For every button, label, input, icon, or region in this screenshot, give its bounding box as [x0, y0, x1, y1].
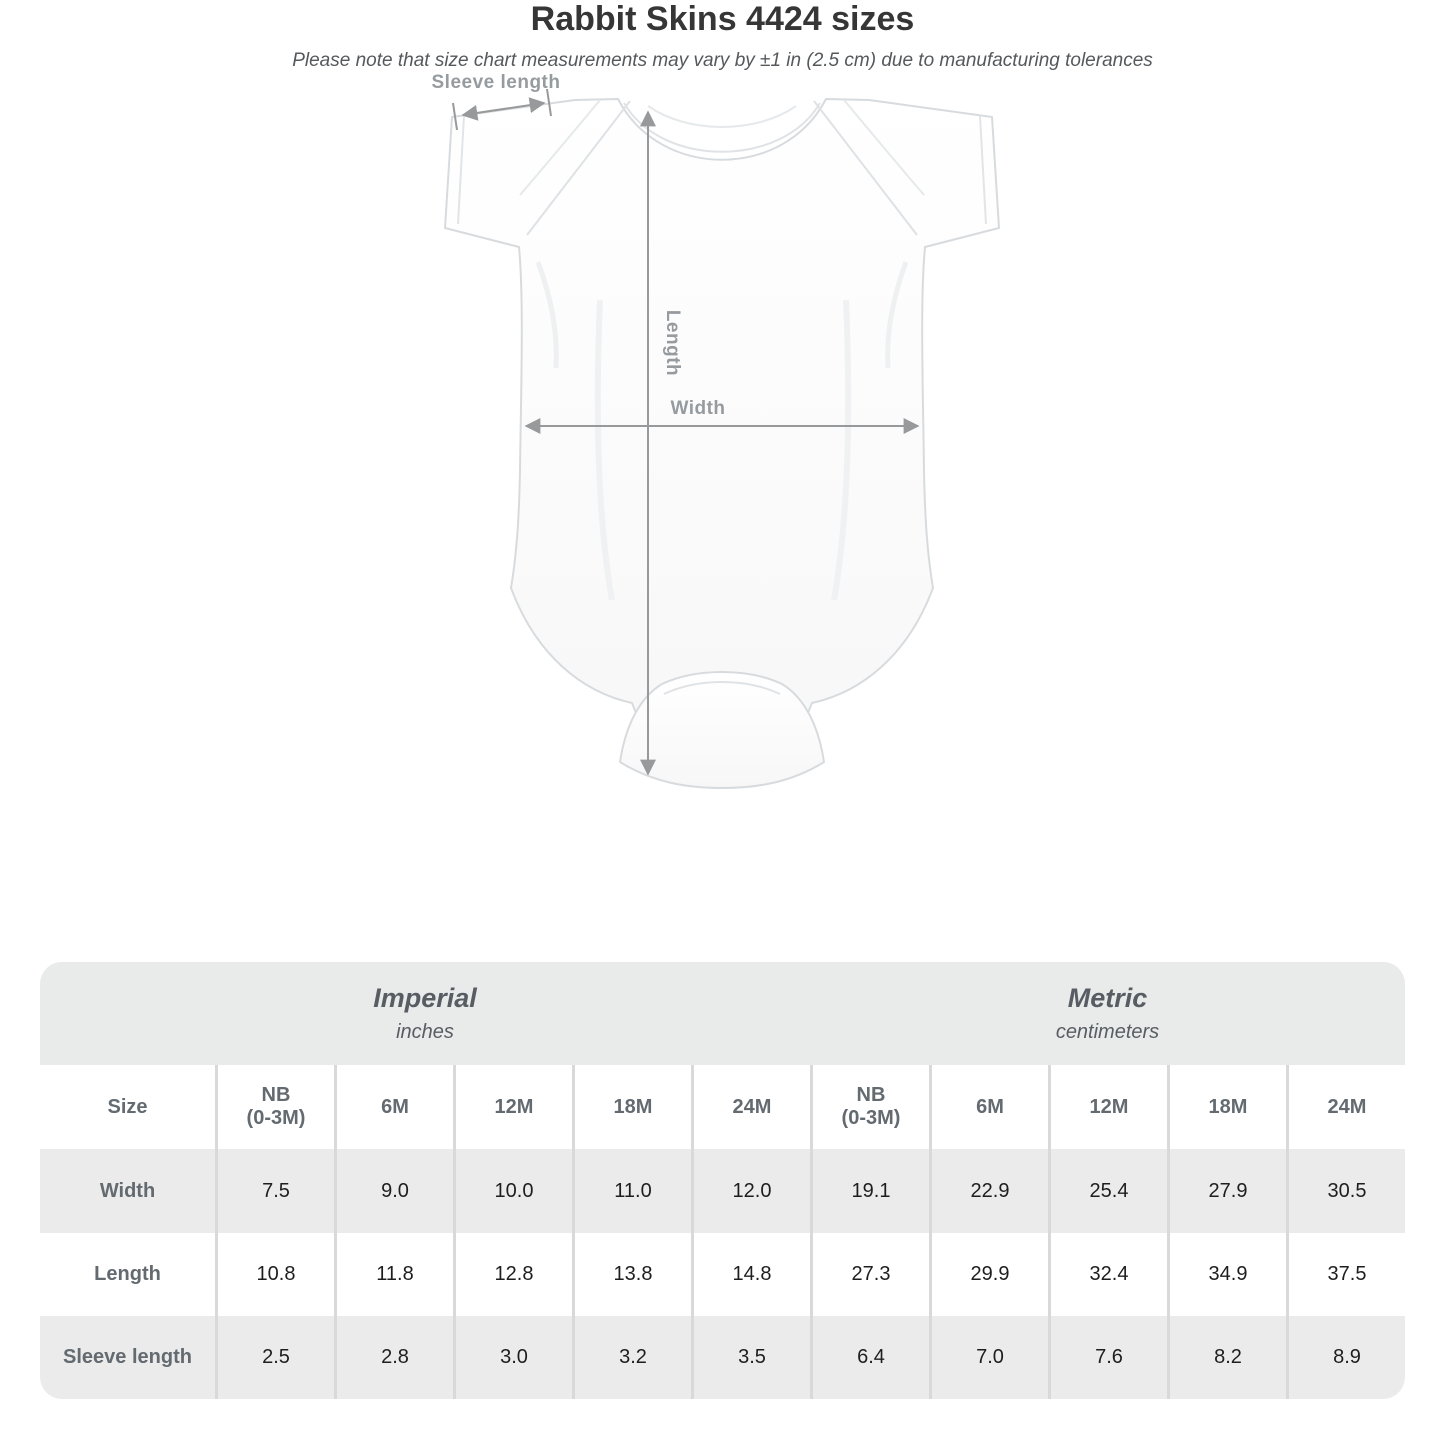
- data-cell: 3.0: [453, 1316, 572, 1399]
- data-cell: 14.8: [691, 1233, 810, 1316]
- bodysuit-graphic: [444, 98, 1000, 789]
- data-cell: 3.2: [572, 1316, 691, 1399]
- data-cell: 37.5: [1286, 1233, 1405, 1316]
- data-cell: 2.5: [215, 1316, 334, 1399]
- row-label: Width: [99, 1179, 156, 1202]
- data-cell: 6.4: [810, 1316, 929, 1399]
- data-cell: 10.8: [215, 1233, 334, 1316]
- imperial-sublabel: inches: [396, 1021, 454, 1043]
- chart-heading: Rabbit Skins 4424 sizes Please note that…: [0, 0, 1445, 72]
- sleeve-arrow-tick-left: [452, 102, 458, 131]
- data-cell: 19.1: [810, 1149, 929, 1233]
- unit-group-imperial: Imperial inches: [40, 962, 810, 1065]
- data-cell: 13.8: [572, 1233, 691, 1316]
- bodysuit-measurement-diagram: Sleeve length Length Width: [432, 72, 1000, 789]
- data-cell: 9.0: [334, 1149, 453, 1233]
- width-label: Width: [670, 398, 725, 419]
- sleeve-length-arrow: [461, 97, 546, 121]
- table-row-width: Width 7.5 9.0 10.0 11.0 12.0 19.1 22.9 2…: [40, 1149, 1405, 1233]
- data-cell: 22.9: [929, 1149, 1048, 1233]
- table-row-length: Length 10.8 11.8 12.8 13.8 14.8 27.3 29.…: [40, 1233, 1405, 1316]
- data-cell: 25.4: [1048, 1149, 1167, 1233]
- imperial-label: Imperial: [373, 983, 477, 1013]
- data-cell: 29.9: [929, 1233, 1048, 1316]
- data-cell: 12.8: [453, 1233, 572, 1316]
- row-label: Sleeve length: [63, 1346, 192, 1368]
- row-label: Length: [94, 1263, 161, 1285]
- data-cell: 7.0: [929, 1316, 1048, 1399]
- sleeve-arrow-tick-right: [546, 88, 552, 117]
- data-cell: 8.2: [1167, 1316, 1286, 1399]
- size-col-header: 12M: [1048, 1065, 1167, 1149]
- page-title: Rabbit Skins 4424 sizes: [530, 0, 915, 38]
- size-col-header: 24M: [1286, 1065, 1405, 1149]
- metric-sublabel: centimeters: [1055, 1021, 1160, 1043]
- size-col-header: 6M: [929, 1065, 1048, 1149]
- size-chart-table: Imperial inches Metric centimeters Size …: [40, 962, 1405, 1399]
- data-cell: 30.5: [1286, 1149, 1405, 1233]
- tolerance-note: Please note that size chart measurements…: [292, 50, 1153, 71]
- data-cell: 2.8: [334, 1316, 453, 1399]
- size-col-header: NB (0-3M): [810, 1065, 929, 1149]
- data-cell: 34.9: [1167, 1233, 1286, 1316]
- size-header-row: Size NB (0-3M) 6M 12M 18M 24M NB (0-3M) …: [40, 1065, 1405, 1149]
- measurement-annotations: [452, 88, 920, 776]
- size-col-header: 6M: [334, 1065, 453, 1149]
- corner-header: Size: [107, 1095, 148, 1118]
- unit-group-metric: Metric centimeters: [810, 962, 1405, 1065]
- size-col-header: 12M: [453, 1065, 572, 1149]
- metric-label: Metric: [1067, 983, 1148, 1013]
- data-cell: 27.3: [810, 1233, 929, 1316]
- data-cell: 7.5: [215, 1149, 334, 1233]
- data-cell: 8.9: [1286, 1316, 1405, 1399]
- data-cell: 11.8: [334, 1233, 453, 1316]
- data-cell: 10.0: [453, 1149, 572, 1233]
- data-cell: 27.9: [1167, 1149, 1286, 1233]
- data-cell: 3.5: [691, 1316, 810, 1399]
- table-row-sleeve-length: Sleeve length 2.5 2.8 3.0 3.2 3.5 6.4 7.…: [40, 1316, 1405, 1399]
- data-cell: 12.0: [691, 1149, 810, 1233]
- size-col-header: 18M: [572, 1065, 691, 1149]
- size-col-header: 18M: [1167, 1065, 1286, 1149]
- data-cell: 7.6: [1048, 1316, 1167, 1399]
- sleeve-length-label: Sleeve length: [432, 72, 561, 93]
- size-col-header: NB (0-3M): [215, 1065, 334, 1149]
- data-cell: 11.0: [572, 1149, 691, 1233]
- unit-band: Imperial inches Metric centimeters: [40, 962, 1405, 1065]
- size-col-header: 24M: [691, 1065, 810, 1149]
- data-cell: 32.4: [1048, 1233, 1167, 1316]
- length-label: Length: [662, 310, 683, 376]
